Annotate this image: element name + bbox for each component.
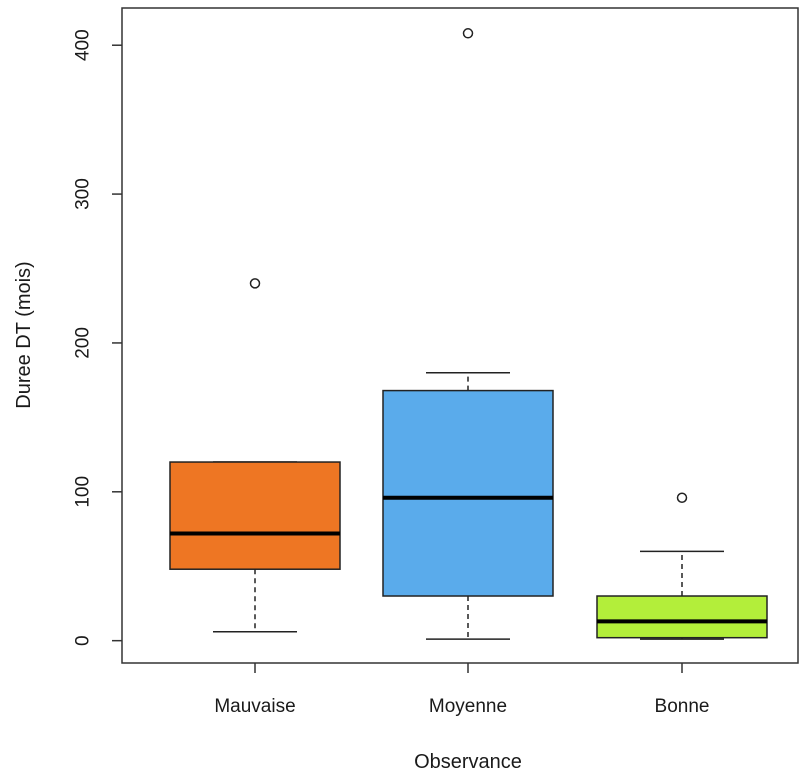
- y-axis-title: Duree DT (mois): [13, 261, 35, 408]
- box-mauvaise: [169, 278, 341, 633]
- y-tick-label: 100: [73, 476, 94, 508]
- x-tick-label-bonne: Bonne: [655, 696, 710, 717]
- iqr-box: [169, 461, 341, 570]
- outlier-point: [676, 492, 688, 504]
- x-axis-title: Observance: [414, 751, 522, 773]
- y-tick-label: 200: [73, 327, 94, 359]
- box-moyenne: [382, 28, 554, 640]
- iqr-box: [382, 389, 554, 597]
- boxes: [169, 28, 768, 640]
- y-tick-label: 300: [73, 178, 94, 210]
- outlier-point: [462, 28, 474, 39]
- y-tick-label: 400: [73, 29, 94, 61]
- plot-frame: [121, 7, 799, 664]
- box-bonne: [596, 492, 768, 640]
- y-tick-label: 0: [73, 635, 94, 646]
- x-tick-label-moyenne: Moyenne: [429, 696, 507, 717]
- x-axis: Mauvaise Moyenne Bonne: [214, 663, 709, 717]
- x-tick-label-mauvaise: Mauvaise: [214, 696, 295, 717]
- iqr-box: [596, 595, 768, 639]
- outlier-point: [249, 278, 261, 289]
- y-axis: 0 100 200 300 400: [73, 29, 122, 646]
